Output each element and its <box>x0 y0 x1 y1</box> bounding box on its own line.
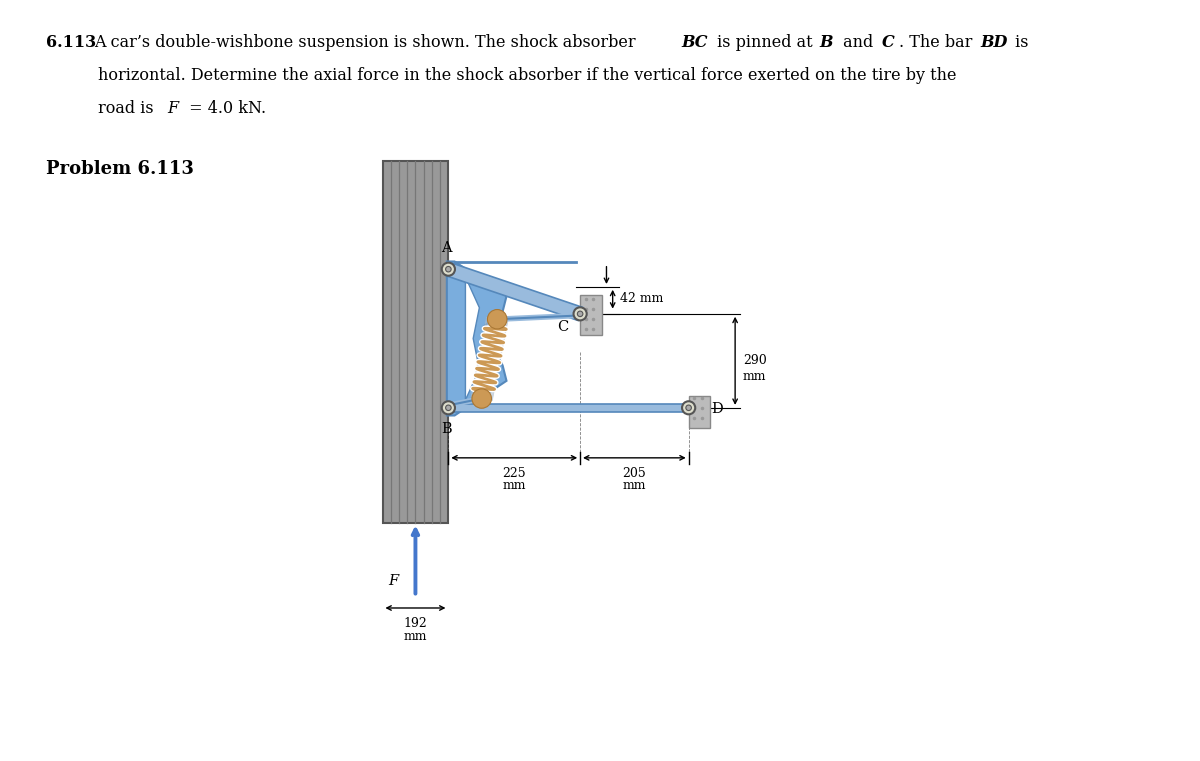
Text: mm: mm <box>743 370 767 383</box>
Text: mm: mm <box>623 479 646 492</box>
Text: horizontal. Determine the axial force in the shock absorber if the vertical forc: horizontal. Determine the axial force in… <box>98 67 956 84</box>
Text: 205: 205 <box>623 467 647 480</box>
Text: 6.113: 6.113 <box>46 34 96 51</box>
Polygon shape <box>446 262 506 416</box>
Circle shape <box>442 263 455 275</box>
Text: 42 mm: 42 mm <box>620 291 664 304</box>
Text: 225: 225 <box>503 467 526 480</box>
Circle shape <box>472 389 492 408</box>
Text: road is: road is <box>98 100 160 116</box>
Text: C: C <box>558 320 569 334</box>
Text: B: B <box>820 34 833 51</box>
Bar <box>580 295 602 336</box>
Circle shape <box>487 310 506 329</box>
Circle shape <box>574 307 587 320</box>
Circle shape <box>577 311 583 317</box>
Bar <box>689 396 710 428</box>
Text: mm: mm <box>503 479 526 492</box>
Text: C: C <box>882 34 895 51</box>
Text: A car’s double-wishbone suspension is shown. The shock absorber: A car’s double-wishbone suspension is sh… <box>94 34 641 51</box>
Bar <box>451 404 689 412</box>
Text: is: is <box>1010 34 1028 51</box>
Circle shape <box>686 405 691 410</box>
Text: mm: mm <box>403 629 427 642</box>
Text: F: F <box>389 574 398 588</box>
Text: . The bar: . The bar <box>899 34 977 51</box>
Text: BC: BC <box>682 34 708 51</box>
Text: 290: 290 <box>743 355 767 368</box>
Text: B: B <box>442 422 452 435</box>
Polygon shape <box>466 277 479 400</box>
Text: F: F <box>167 100 178 116</box>
Circle shape <box>445 266 451 272</box>
Text: and: and <box>838 34 878 51</box>
Circle shape <box>682 401 695 414</box>
Polygon shape <box>446 263 582 320</box>
Text: BD: BD <box>980 34 1008 51</box>
Circle shape <box>445 405 451 410</box>
Polygon shape <box>472 317 508 400</box>
Text: is pinned at: is pinned at <box>712 34 817 51</box>
Text: Problem 6.113: Problem 6.113 <box>46 160 193 178</box>
Circle shape <box>442 401 455 414</box>
Bar <box>383 161 449 524</box>
Text: 192: 192 <box>403 617 427 630</box>
Text: = 4.0 kN.: = 4.0 kN. <box>184 100 265 116</box>
Text: D: D <box>712 403 724 416</box>
Text: A: A <box>442 241 452 256</box>
